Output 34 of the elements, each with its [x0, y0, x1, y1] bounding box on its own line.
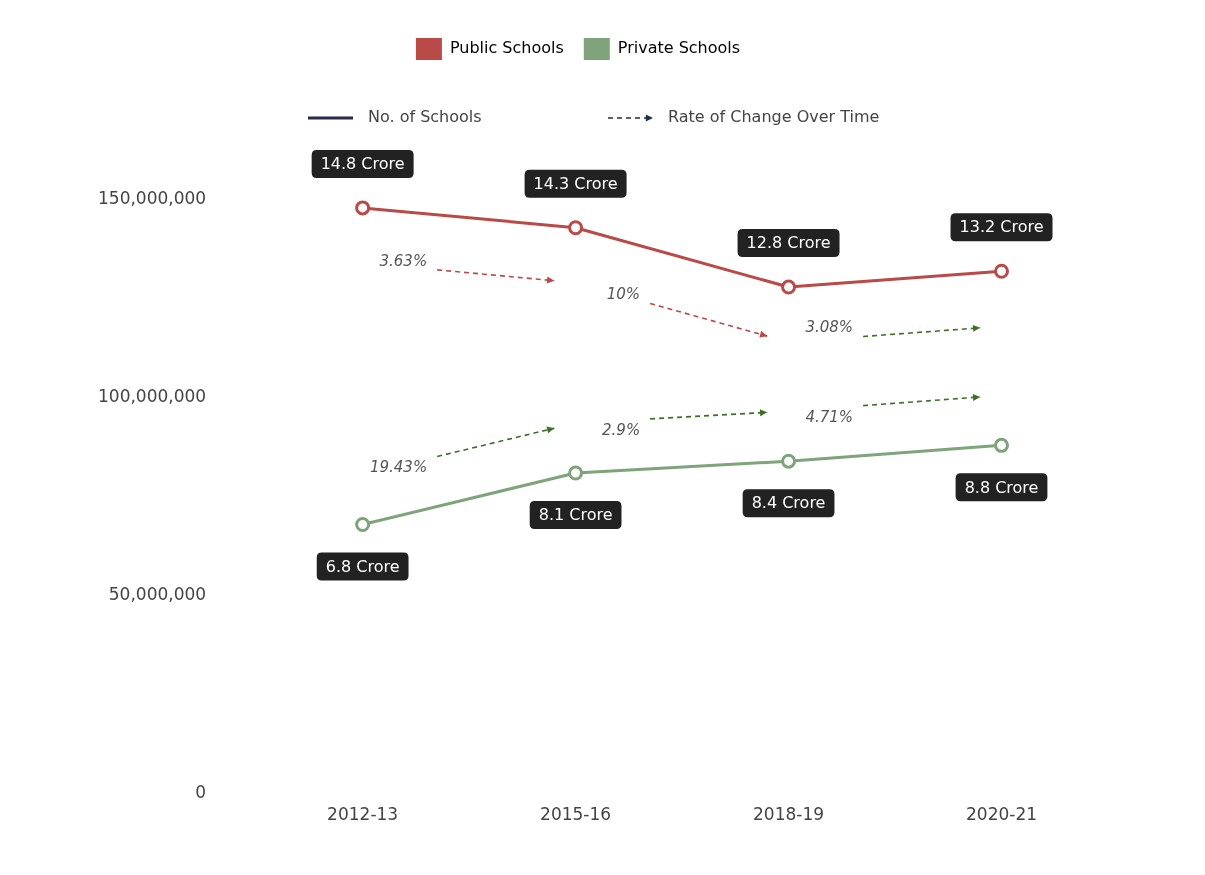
annotation: 4.71% — [805, 407, 854, 426]
annotation: 14.8 Crore — [320, 154, 405, 174]
point — [994, 263, 1010, 279]
legend-label: Public Schools — [449, 38, 564, 58]
annotation: 12.8 Crore — [746, 233, 831, 253]
annotation: 13.2 Crore — [959, 217, 1044, 237]
annotation: 19.43% — [369, 458, 428, 477]
annotation: 3.08% — [805, 318, 854, 337]
y-tick-label: 100,000,000 — [97, 386, 207, 407]
point — [994, 437, 1010, 453]
point — [355, 517, 371, 532]
point — [568, 465, 584, 481]
annotation: 3.63% — [379, 251, 428, 270]
annotation: 6.8 Crore — [325, 556, 400, 576]
y-tick-label: 50,000,000 — [108, 584, 207, 605]
x-tick-label: 2018-19 — [753, 804, 825, 825]
point — [355, 200, 371, 216]
annotation: 8.1 Crore — [538, 505, 613, 525]
point — [781, 279, 797, 295]
point — [568, 220, 584, 236]
annotation: 2.9% — [602, 420, 641, 439]
text: No. of Schools — [368, 107, 482, 127]
y-tick-label: 0 — [195, 782, 207, 803]
annotation: 14.3 Crore — [533, 173, 618, 193]
point — [781, 453, 797, 469]
y-tick-label: 150,000,000 — [97, 188, 207, 209]
annotation: 8.8 Crore — [964, 477, 1039, 497]
text: Rate of Change Over Time — [668, 107, 880, 127]
x-tick-label: 2020-21 — [966, 804, 1038, 825]
annotation: 8.4 Crore — [751, 493, 826, 513]
annotation: 10% — [606, 285, 641, 304]
x-tick-label: 2012-13 — [327, 804, 399, 825]
legend-label: Private Schools — [617, 38, 741, 58]
x-tick-label: 2015-16 — [540, 804, 612, 825]
